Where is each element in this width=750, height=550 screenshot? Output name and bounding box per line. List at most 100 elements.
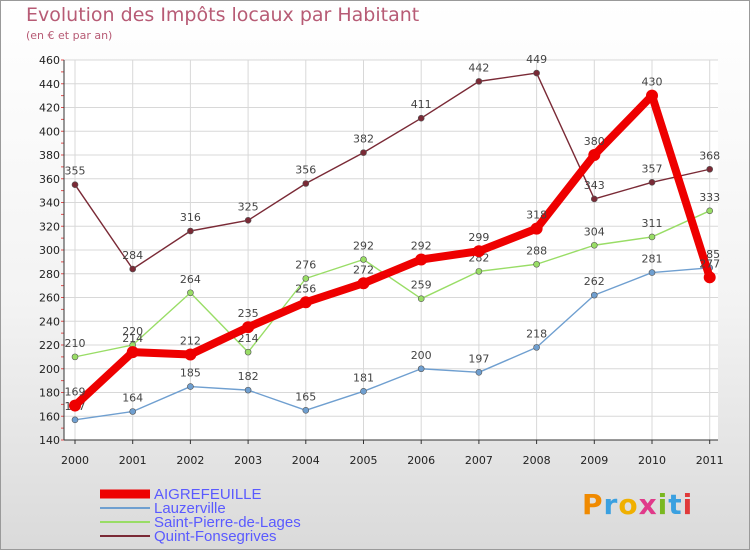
x-tick-label: 2009 <box>580 454 608 467</box>
data-label: 333 <box>699 191 720 204</box>
x-tick-label: 2002 <box>176 454 204 467</box>
data-point <box>590 195 598 203</box>
y-tick-label: 340 <box>39 197 60 210</box>
data-point <box>360 256 367 263</box>
data-label: 214 <box>238 332 259 345</box>
y-tick-label: 380 <box>39 149 60 162</box>
data-point <box>357 277 370 290</box>
data-label: 272 <box>353 263 374 276</box>
data-label: 276 <box>295 259 316 272</box>
data-label: 325 <box>238 200 259 213</box>
chart-subtitle: (en € et par an) <box>26 29 113 42</box>
x-tick-label: 2007 <box>465 454 493 467</box>
chart-title: Evolution des Impôts locaux par Habitant <box>26 4 420 26</box>
y-tick-label: 400 <box>39 125 60 138</box>
data-label: 357 <box>642 162 663 175</box>
y-tick-label: 180 <box>39 387 60 400</box>
data-point <box>129 265 136 273</box>
data-label: 356 <box>295 164 316 177</box>
data-label: 277 <box>699 257 720 270</box>
data-label: 284 <box>122 249 143 262</box>
y-tick-label: 220 <box>39 339 60 352</box>
data-label: 185 <box>180 367 201 380</box>
data-point <box>648 269 656 276</box>
data-label: 299 <box>468 231 489 244</box>
data-point <box>706 207 714 215</box>
y-tick-label: 320 <box>39 220 60 233</box>
data-point <box>302 180 310 187</box>
data-label: 368 <box>699 149 720 162</box>
data-label: 281 <box>642 253 663 266</box>
legend-label: Saint-Pierre-de-Lages <box>154 514 301 531</box>
data-label: 218 <box>526 327 547 340</box>
data-point <box>244 348 252 356</box>
data-label: 256 <box>295 282 316 295</box>
data-label: 292 <box>411 240 432 253</box>
y-tick-label: 280 <box>39 268 60 281</box>
data-point <box>415 253 428 266</box>
data-label: 411 <box>411 98 432 111</box>
data-point <box>126 346 139 359</box>
data-point <box>590 291 598 299</box>
data-label: 165 <box>295 390 316 403</box>
data-label: 259 <box>411 279 432 292</box>
y-tick-label: 420 <box>39 102 60 115</box>
data-label: 235 <box>238 307 259 320</box>
data-point <box>417 295 425 302</box>
data-point <box>533 69 540 77</box>
y-tick-label: 200 <box>39 363 60 376</box>
data-point <box>187 289 194 297</box>
data-label: 210 <box>65 337 86 350</box>
y-tick-label: 140 <box>39 434 60 447</box>
data-point <box>475 369 483 376</box>
legend-label: AIGREFEUILLE <box>154 486 262 503</box>
data-label: 200 <box>411 349 432 362</box>
x-tick-label: 2001 <box>119 454 147 467</box>
data-point <box>299 296 312 309</box>
data-label: 311 <box>642 217 663 230</box>
data-point <box>244 386 252 394</box>
data-point <box>129 408 136 415</box>
data-label: 304 <box>584 225 605 238</box>
x-tick-label: 2011 <box>696 454 724 467</box>
data-point <box>302 275 310 282</box>
proxiti-logo: Proxiti <box>582 488 694 521</box>
data-label: 449 <box>526 53 547 66</box>
data-point <box>244 217 252 224</box>
series-line-lauzerville <box>74 267 710 421</box>
y-tick-label: 440 <box>39 78 60 91</box>
data-point <box>475 78 483 85</box>
y-tick-label: 160 <box>39 410 60 423</box>
data-point <box>475 268 483 275</box>
data-point <box>706 165 714 173</box>
data-point <box>472 245 485 258</box>
x-tick-label: 2010 <box>638 454 666 467</box>
data-point <box>360 388 367 395</box>
data-point <box>417 114 425 122</box>
y-tick-label: 260 <box>39 292 60 305</box>
data-point <box>703 271 716 284</box>
data-point <box>590 241 598 249</box>
data-point <box>360 149 367 156</box>
data-point <box>646 89 658 102</box>
data-label: 380 <box>584 135 605 148</box>
data-label: 316 <box>180 211 201 224</box>
series-line-aigrefeuille <box>72 91 714 409</box>
data-point <box>71 416 79 424</box>
data-point <box>530 222 543 235</box>
data-label: 430 <box>642 76 663 89</box>
x-tick-label: 2006 <box>407 454 435 467</box>
data-point <box>533 344 540 351</box>
data-label: 442 <box>468 61 489 74</box>
data-point <box>187 383 194 390</box>
x-tick-label: 2000 <box>61 454 89 467</box>
data-point <box>69 399 81 412</box>
data-label: 212 <box>180 335 201 348</box>
data-label: 382 <box>353 133 374 146</box>
data-point <box>71 353 79 361</box>
y-tick-label: 360 <box>39 173 60 186</box>
data-point <box>71 181 79 188</box>
data-point <box>648 179 656 186</box>
data-label: 343 <box>584 179 605 192</box>
data-point <box>588 149 601 161</box>
